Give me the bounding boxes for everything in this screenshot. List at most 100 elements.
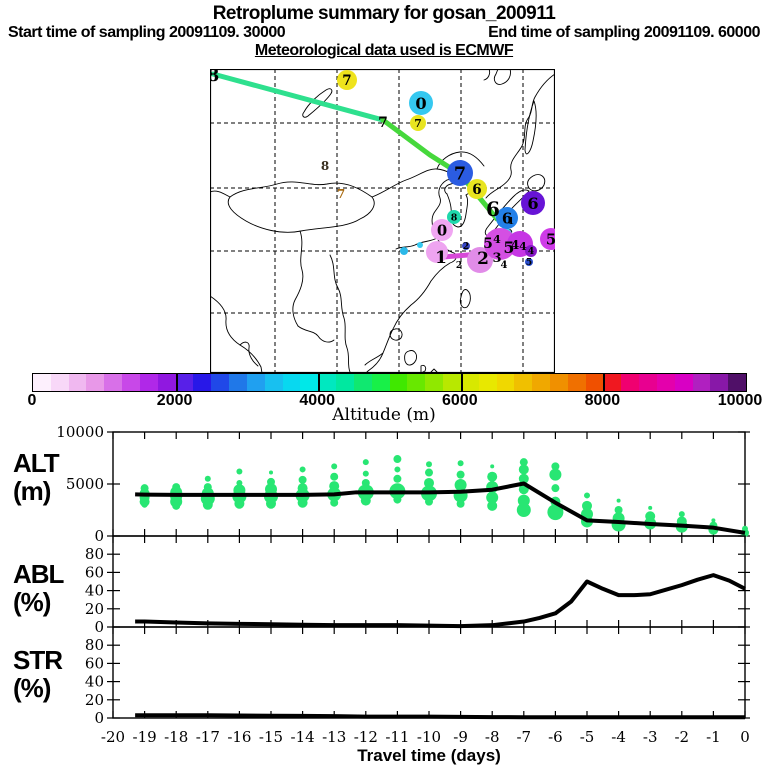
colorbar-divider xyxy=(460,374,463,391)
trajectory-day-number: 3 xyxy=(492,251,501,266)
y-tick-label: 20 xyxy=(85,691,104,709)
abl-mean-line xyxy=(135,573,746,629)
colorbar-tick-labels: 0 2000 4000 6000 8000 10000 xyxy=(0,392,768,410)
cluster-circle xyxy=(462,242,470,250)
colorbar-tick: 2000 xyxy=(156,392,193,409)
colorbar-block xyxy=(567,374,586,391)
colorbar-block xyxy=(692,374,711,391)
cluster-circle xyxy=(447,160,473,186)
plume-bubble xyxy=(266,498,276,509)
plume-bubble xyxy=(360,495,371,506)
x-tick-label: -15 xyxy=(259,728,283,746)
x-tick-label: -9 xyxy=(453,728,468,746)
cluster-circle xyxy=(525,258,533,266)
plume-bubble xyxy=(331,463,338,470)
colorbar-block xyxy=(443,374,461,391)
colorbar-block xyxy=(603,374,622,391)
colorbar-block xyxy=(425,374,444,391)
plume-bubble xyxy=(456,499,465,508)
abl-panel-label: ABL (%) xyxy=(13,559,64,617)
cluster-circle xyxy=(467,179,487,199)
plume-bubble xyxy=(425,468,433,477)
cluster-circle xyxy=(467,247,493,273)
colorbar-block xyxy=(710,374,729,391)
cluster-circle xyxy=(484,228,516,260)
cluster-day-number: 8 xyxy=(451,212,458,223)
cluster-circle xyxy=(410,115,426,131)
plume-bubble xyxy=(549,468,562,481)
x-tick-label: -16 xyxy=(227,728,251,746)
cluster-day-number: 6 xyxy=(502,209,512,227)
trajectory-day-number: 8 xyxy=(210,69,219,86)
cluster-day-number: 0 xyxy=(437,221,447,239)
colorbar-block xyxy=(264,374,283,391)
colorbar-block xyxy=(122,374,140,391)
colorbar-block xyxy=(50,374,69,391)
str-mean-line xyxy=(135,713,745,720)
trajectory-day-number: 4 xyxy=(493,233,501,246)
y-tick-label: 0 xyxy=(94,709,104,727)
x-tick-label: -17 xyxy=(196,728,220,746)
cluster-circle xyxy=(400,247,408,255)
plume-bubble xyxy=(141,501,148,508)
plume-bubble xyxy=(486,491,499,504)
cluster-day-number: 4 xyxy=(528,247,534,257)
y-tick-label: 60 xyxy=(85,563,104,581)
colorbar-block xyxy=(514,374,533,391)
x-tick-label: -4 xyxy=(611,728,626,746)
colorbar-tick: 8000 xyxy=(584,392,621,409)
colorbar-tick: 10000 xyxy=(717,392,763,409)
plume-bubble xyxy=(454,479,467,492)
plume-bubble xyxy=(299,466,306,473)
colorbar-block xyxy=(585,374,604,391)
plume-bubble xyxy=(518,464,529,475)
plume-bubble xyxy=(518,473,529,484)
cluster-circle xyxy=(540,228,555,250)
x-tick-label: -19 xyxy=(133,728,157,746)
plume-bubble xyxy=(362,459,369,466)
x-tick-label: 0 xyxy=(740,728,750,746)
colorbar-block xyxy=(496,374,515,391)
y-tick-label: 20 xyxy=(85,600,104,618)
str-panel-frame xyxy=(112,626,746,719)
start-time-text: Start time of sampling 20091109. 30000 xyxy=(8,24,286,41)
cluster-circle xyxy=(417,242,423,248)
colorbar-divider xyxy=(603,374,606,391)
x-tick-label: -3 xyxy=(643,728,658,746)
y-tick-label: 0 xyxy=(94,527,104,545)
y-tick-label: 60 xyxy=(85,654,104,672)
x-tick-label: -5 xyxy=(580,728,595,746)
trajectory-day-number: 2 xyxy=(477,249,489,269)
plume-bubble xyxy=(172,501,181,510)
plume-bubble xyxy=(269,470,273,475)
colorbar-block xyxy=(674,374,693,391)
page-title: Retroplume summary for gosan_200911 xyxy=(212,3,556,24)
x-tick-label: -12 xyxy=(354,728,378,746)
trajectory-day-number: 4 xyxy=(501,260,508,271)
plume-bubble xyxy=(393,474,402,483)
colorbar-block xyxy=(193,374,212,391)
cluster-circle xyxy=(447,210,461,224)
end-time-text: End time of sampling 20091109. 60000 xyxy=(488,24,760,41)
y-tick-label: 40 xyxy=(85,582,104,600)
colorbar-block xyxy=(211,374,230,391)
y-tick-label: 80 xyxy=(85,636,104,654)
plume-bubble xyxy=(711,518,716,523)
colorbar-block xyxy=(371,374,390,391)
x-tick-label: -14 xyxy=(291,728,315,746)
x-tick-label: -6 xyxy=(548,728,563,746)
x-tick-label: -18 xyxy=(164,728,188,746)
x-tick-label: -8 xyxy=(485,728,500,746)
x-tick-label: -7 xyxy=(516,728,531,746)
colorbar-block xyxy=(389,374,408,391)
trajectory-day-number: 1 xyxy=(435,248,447,268)
trajectory-day-number: 8 xyxy=(321,159,329,173)
plume-bubble xyxy=(330,472,339,481)
colorbar-block xyxy=(639,374,657,391)
cluster-circle xyxy=(337,70,357,90)
plume-bubble xyxy=(487,500,498,511)
colorbar-block xyxy=(246,374,265,391)
altitude-colorbar xyxy=(32,373,747,392)
